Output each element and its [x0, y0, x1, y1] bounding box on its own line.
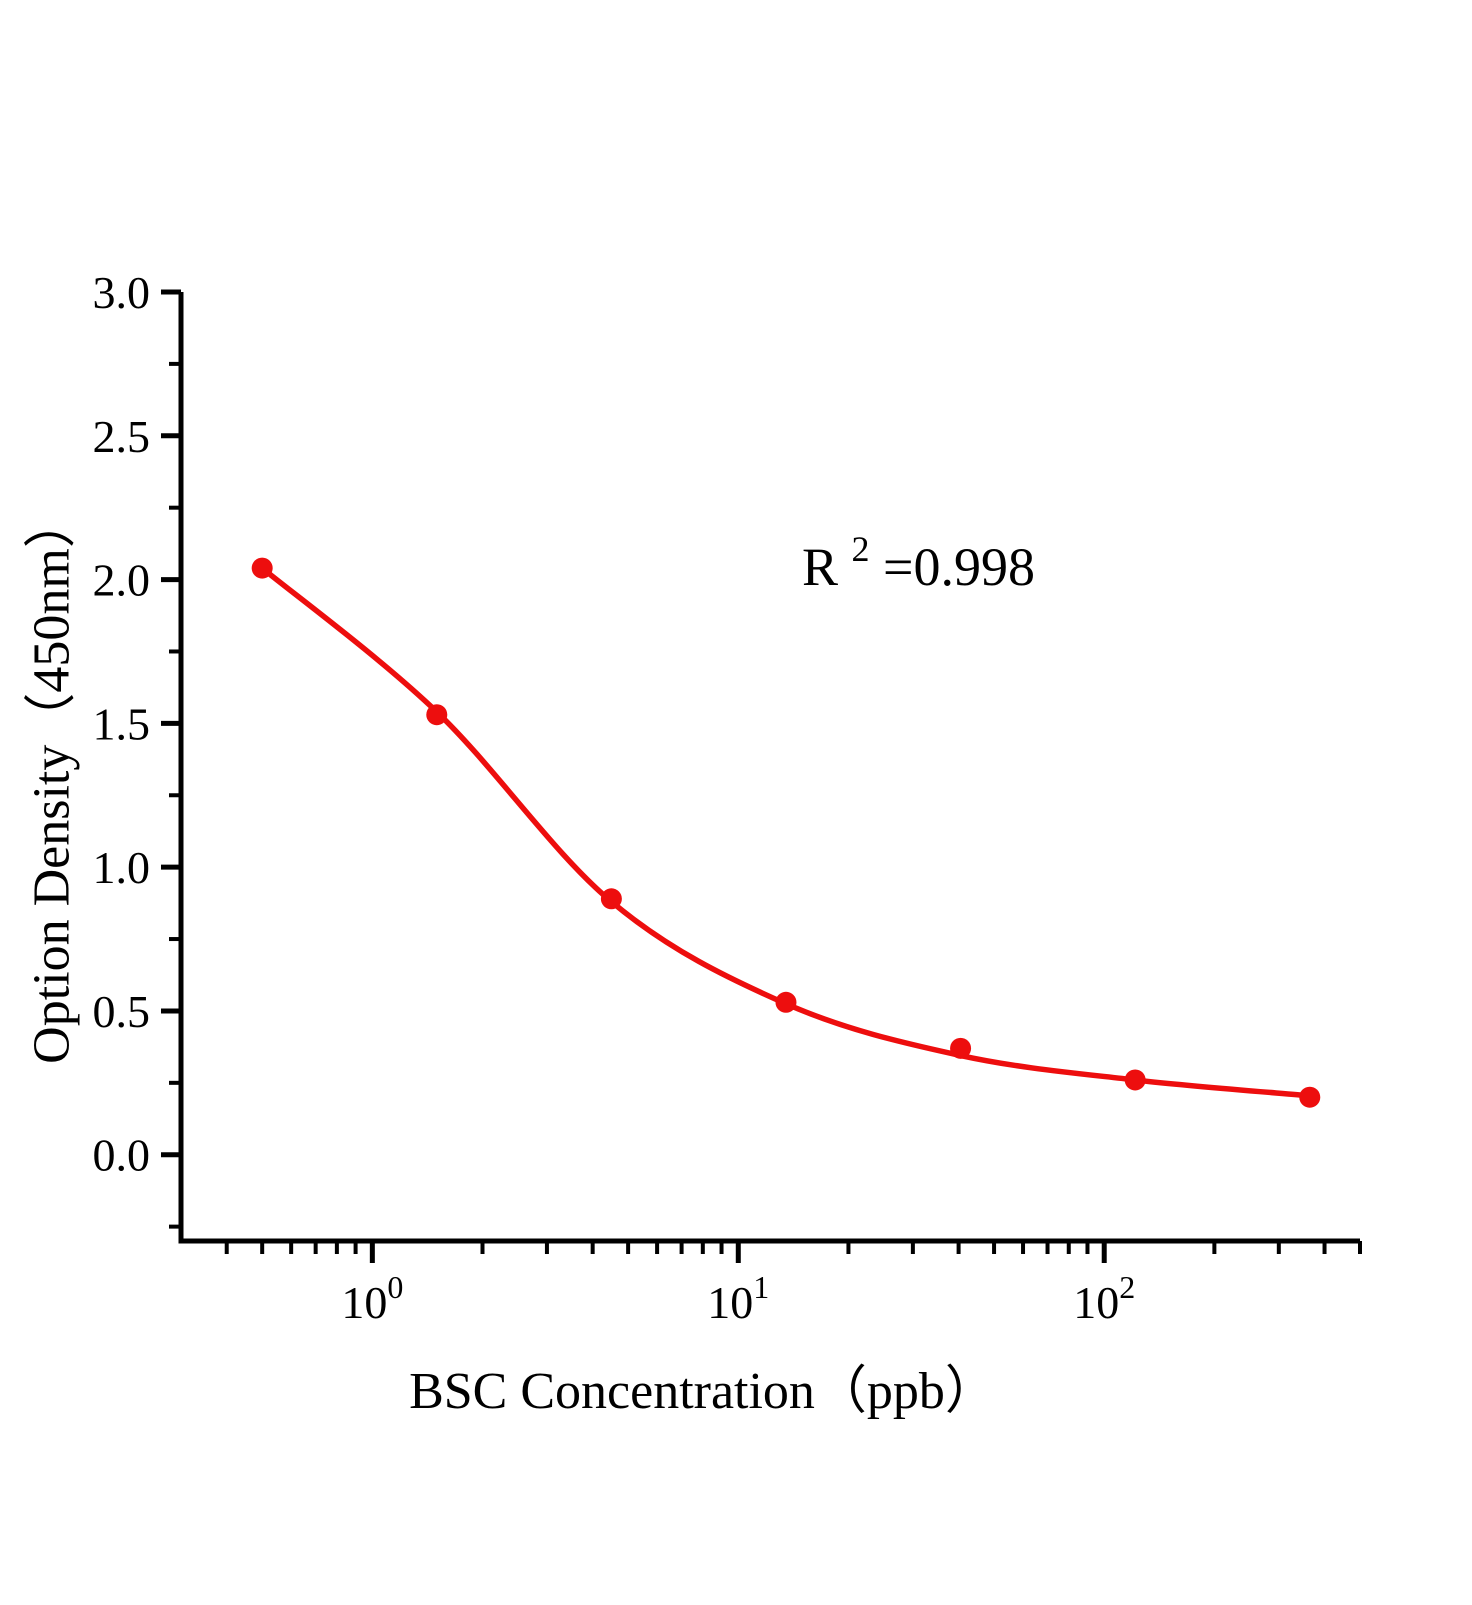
r-squared-annotation: R 2 =0.998 — [802, 513, 1035, 597]
axis-spines — [178, 292, 1360, 1244]
y-tick-label: 0.0 — [93, 1130, 151, 1181]
annotation-base: R — [802, 537, 838, 597]
annotation-superscript: 2 — [852, 529, 870, 569]
y-axis-title: Option Density（450nm） — [24, 496, 81, 1064]
data-point — [775, 991, 797, 1013]
annotation-rest: =0.998 — [883, 537, 1035, 597]
data-point — [1124, 1069, 1146, 1091]
y-tick-label: 2.5 — [93, 411, 151, 462]
y-tick-label: 1.0 — [93, 842, 151, 893]
x-tick-label: 101 — [707, 1269, 769, 1328]
y-tick-label: 3.0 — [93, 267, 151, 318]
x-tick-label: 102 — [1073, 1269, 1135, 1328]
y-tick-label: 0.5 — [93, 986, 151, 1037]
x-tick-label: 100 — [341, 1269, 403, 1328]
data-point — [600, 888, 622, 910]
x-axis-title: BSC Concentration（ppb） — [409, 1363, 997, 1420]
data-point — [251, 557, 273, 579]
data-point — [950, 1037, 972, 1059]
fit-curve — [259, 565, 1313, 1099]
plot-series — [251, 557, 1321, 1108]
y-tick-label: 1.5 — [93, 698, 151, 749]
y-tick-label: 2.0 — [93, 555, 151, 606]
axes: 0.0 0.5 1.0 1.5 2.0 2.5 3.0 100 101 102 — [93, 267, 1362, 1328]
data-point — [1299, 1086, 1321, 1108]
data-point — [426, 704, 448, 726]
